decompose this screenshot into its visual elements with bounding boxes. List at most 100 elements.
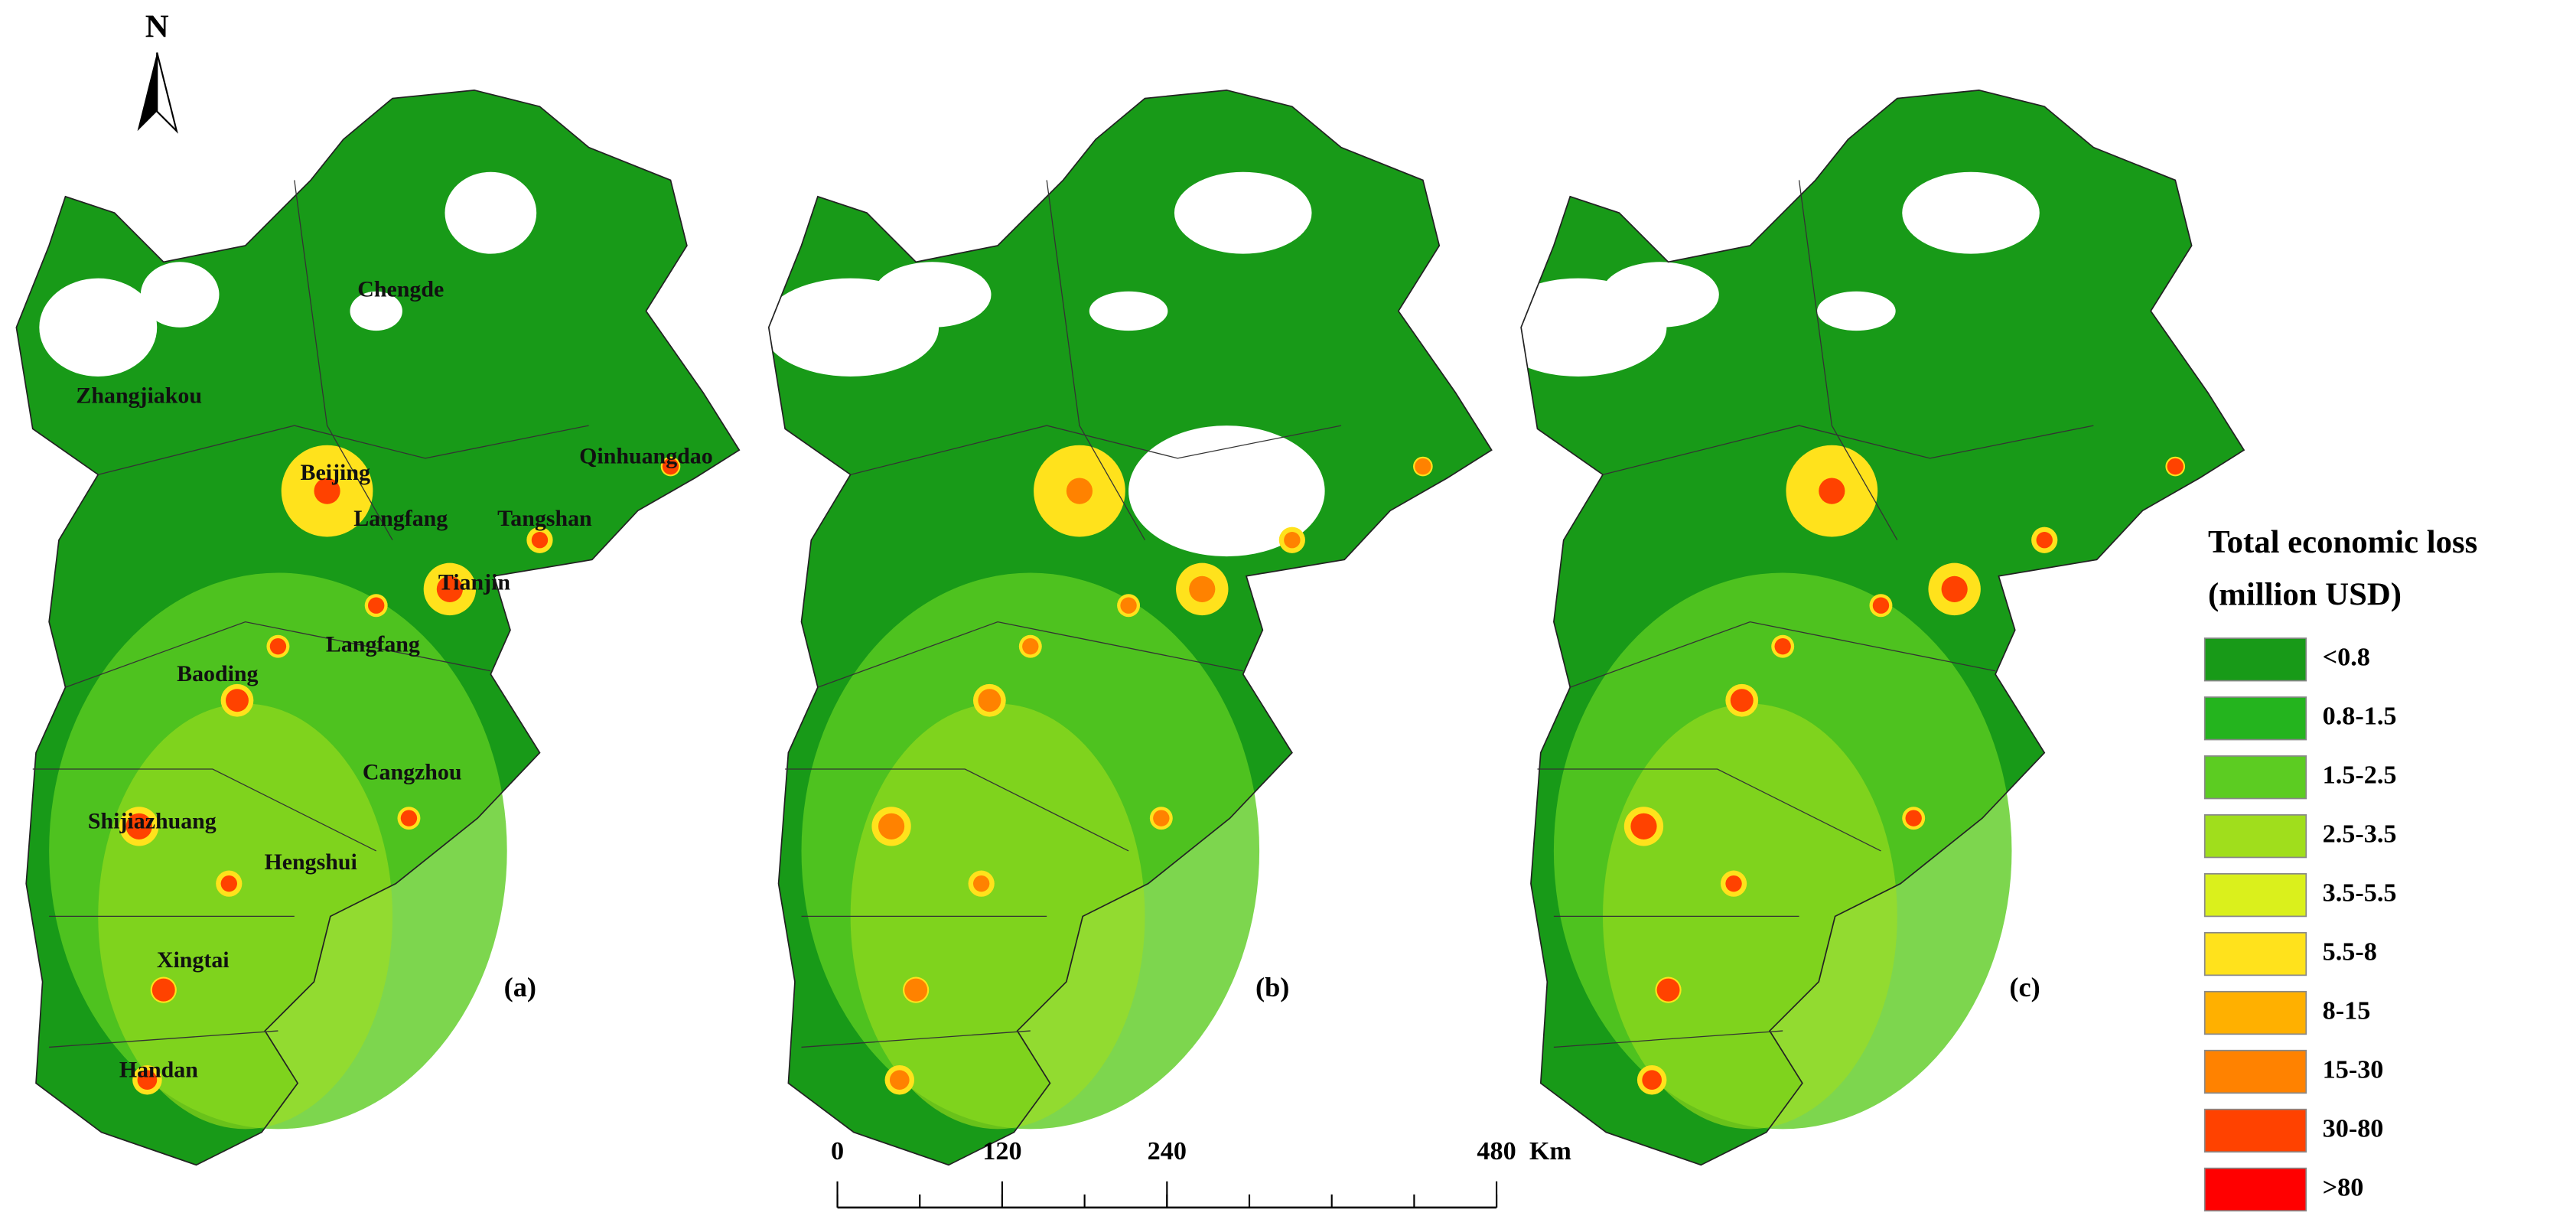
no-data-area xyxy=(350,291,402,331)
city-label: Beijing xyxy=(301,460,370,485)
region-outline xyxy=(1520,89,2245,1166)
hotspot-core xyxy=(125,813,152,839)
no-data-area xyxy=(140,262,220,328)
hotspot-core xyxy=(1153,810,1170,826)
scale-unit: Km xyxy=(1529,1137,1571,1165)
hotspot-core xyxy=(314,478,340,504)
hotspot-core xyxy=(137,1070,158,1090)
boundary-line xyxy=(1046,180,1146,541)
hotspot-core xyxy=(1941,575,1968,602)
legend-label: 0.8-1.5 xyxy=(2323,703,2397,731)
scale-tick-label: 120 xyxy=(982,1137,1021,1165)
boundary-line xyxy=(1602,425,2094,475)
legend-swatch xyxy=(2203,1108,2307,1153)
hotspot-core xyxy=(904,978,928,1002)
region-outline xyxy=(767,89,1493,1166)
city-label: Hengshui xyxy=(265,849,357,875)
hotspot-core xyxy=(1819,478,1845,504)
map-panel: (b) xyxy=(762,89,1493,1166)
no-data-area xyxy=(39,278,158,377)
city-label: Langfang xyxy=(353,506,448,531)
legend-title: (million USD) xyxy=(2208,576,2402,612)
scale-bar: 0 120 240 480 Km xyxy=(831,1137,1571,1209)
city-label: Chengde xyxy=(357,277,444,302)
hotspot-core xyxy=(368,597,385,614)
boundary-line xyxy=(1553,1030,1783,1048)
north-label: N xyxy=(145,9,169,45)
boundary-line xyxy=(1537,768,1881,852)
hotspot-core xyxy=(269,637,287,655)
hotspot-core xyxy=(1120,597,1137,614)
hotspot-core xyxy=(889,1070,910,1090)
legend-swatch xyxy=(2203,696,2307,741)
no-data-area xyxy=(873,262,992,328)
boundary-line xyxy=(294,180,393,541)
boundary-line xyxy=(65,621,491,688)
legend-title: Total economic loss xyxy=(2208,524,2477,560)
boundary-line xyxy=(801,1030,1031,1048)
city-label: Tangshan xyxy=(497,506,592,531)
city-label: Xingtai xyxy=(157,947,230,973)
legend-label: 5.5-8 xyxy=(2323,937,2377,966)
map-panel: (c) xyxy=(1490,89,2245,1166)
hotspot-core xyxy=(2167,458,2184,475)
city-label: Zhangjiakou xyxy=(76,383,202,409)
scale-tick-label: 0 xyxy=(831,1137,844,1165)
hotspot-core xyxy=(1730,689,1754,712)
legend-swatch xyxy=(2203,637,2307,682)
arrow-half-dark xyxy=(137,52,158,132)
north-arrow: N xyxy=(137,9,178,134)
no-data-area xyxy=(1817,291,1896,331)
legend: Total economic loss (million USD) <0.8 0.8-… xyxy=(2203,524,2477,1212)
legend-swatch xyxy=(2203,1049,2307,1094)
city-label: Handan xyxy=(119,1057,198,1082)
hotspot-core xyxy=(226,689,249,712)
hotspot-core xyxy=(1642,1070,1662,1090)
arrow-half-light xyxy=(156,52,178,134)
panels: (a) Chengde Zhangjiakou Qinhuangdao Beijing L… xyxy=(15,89,2245,1166)
legend-swatch xyxy=(2203,872,2307,918)
map-panel: (a) Chengde Zhangjiakou Qinhuangdao Beijing L… xyxy=(15,89,741,1166)
hotspot-core xyxy=(436,575,463,602)
hotspot-core xyxy=(878,813,905,839)
hotspot-core xyxy=(1022,637,1039,655)
boundary-line xyxy=(850,425,1342,475)
legend-label: 15-30 xyxy=(2323,1055,2384,1084)
hotspot-core xyxy=(1415,458,1431,475)
hotspot-core xyxy=(531,532,549,549)
legend-label: 1.5-2.5 xyxy=(2323,761,2397,790)
legend-swatch xyxy=(2203,814,2307,859)
no-data-area xyxy=(1174,171,1312,254)
hotspot-core xyxy=(1189,575,1216,602)
legend-label: >80 xyxy=(2323,1173,2364,1201)
hotspot-core xyxy=(1284,532,1301,549)
boundary-line xyxy=(1570,621,1996,688)
boundary-line xyxy=(817,621,1243,688)
legend-label: 8-15 xyxy=(2323,996,2371,1025)
hotspot-core xyxy=(2036,532,2053,549)
hotspot-core xyxy=(662,458,679,475)
legend-label: 3.5-5.5 xyxy=(2323,879,2397,907)
legend-label: <0.8 xyxy=(2323,644,2370,672)
panel-label: (b) xyxy=(1255,972,1289,1002)
hotspot-core xyxy=(151,978,175,1002)
hotspot-core xyxy=(220,875,237,892)
panel-label: (a) xyxy=(504,972,536,1002)
boundary-line xyxy=(32,768,376,852)
hotspot-core xyxy=(1774,637,1791,655)
hotspot-core xyxy=(1725,875,1742,892)
legend-swatch xyxy=(2203,931,2307,976)
no-data-area xyxy=(1902,171,2040,254)
city-label: Shijiazhuang xyxy=(88,808,217,833)
boundary-line xyxy=(785,768,1129,852)
no-data-area xyxy=(1089,291,1168,331)
boundary-line xyxy=(49,1030,278,1048)
panel-label: (c) xyxy=(2009,972,2040,1002)
legend-swatch xyxy=(2203,990,2307,1035)
legend-swatch xyxy=(2203,1167,2307,1212)
legend-label: 30-80 xyxy=(2323,1114,2384,1143)
city-label: Qinhuangdao xyxy=(579,444,713,469)
hotspot-core xyxy=(978,689,1001,712)
legend-swatch xyxy=(2203,755,2307,800)
